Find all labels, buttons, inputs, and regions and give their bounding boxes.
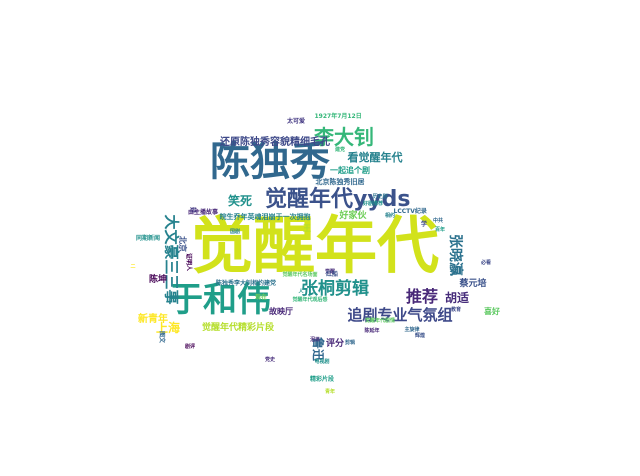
cloud-word: 青年 [325,388,336,395]
cloud-word: 一起追个剧 [330,166,370,175]
cloud-word: 蔡元培 [459,278,487,289]
cloud-word: 现在 [255,294,268,301]
cloud-word: 王 [303,224,311,233]
cloud-word: 喜好 [484,307,500,316]
cloud-word: 剧评 [185,343,196,350]
cloud-word: 精彩片段 [310,376,335,383]
cloud-word: 陈延年 [364,327,380,334]
cloud-word: 故映厅 [269,307,293,316]
cloud-word: 人 [298,288,304,295]
cloud-word: 相约 [385,212,396,219]
cloud-word: 证明人 [185,252,193,272]
cloud-word: 学 [421,221,428,228]
cloud-word: 新青年 [138,314,168,325]
cloud-word: 皖生乔年英魂泪崩于一次拥抱 [219,212,311,221]
cloud-word: 北京 [178,236,187,252]
cloud-word: 评分 [326,338,345,349]
cloud-word: 北京陈独秀旧居 [315,177,365,186]
cloud-word: 上海 [156,321,181,335]
cloud-word: 陈独秀 [210,139,330,185]
cloud-word: 觉醒年代观后感 [292,296,328,303]
cloud-word: 张晓瀛 [447,234,463,276]
cloud-word: 泪目 [310,336,321,343]
cloud-word: 觉醒年代 [191,209,440,282]
cloud-word: 太可爱 [287,118,306,125]
cloud-word: 历史剧 [372,193,388,200]
cloud-word: 主旋律 [404,326,420,333]
cloud-word: 由主播故事 [188,209,219,216]
cloud-word: 二 [130,263,136,270]
cloud-word: 还原陈独秀容貌精细毛孔 [220,137,330,148]
cloud-word: LCCTV纪录 [393,208,427,215]
cloud-word: 李大钊 [314,125,374,149]
cloud-word: 胡适 [445,291,470,305]
cloud-word: 追剧专业气氛组 [347,305,453,324]
cloud-word: 必看 [481,259,492,266]
cloud-word: 笑死 [228,194,253,208]
cloud-word: 延 [189,206,197,214]
cloud-word: 图文 [158,330,166,344]
cloud-word: 剪辑 [345,339,356,346]
cloud-word: 1927年7月12日 [314,113,362,120]
cloud-word: 中共 [433,217,444,224]
cloud-word: 觉醒年代yyds [265,187,411,212]
cloud-word: 觉醒年代剧情 [365,317,396,324]
cloud-word: 同期新闻 [136,235,161,242]
cloud-word: 觉醒年代精彩片段 [202,322,275,333]
cloud-word: 国剧 [230,228,241,235]
cloud-word: 觉醒 [325,268,336,275]
cloud-word: 辉煌 [415,332,426,339]
cloud-word: 陈独秀李大钊相约建党 [216,280,277,287]
cloud-word: 百年 [435,226,446,233]
cloud-word: 觉醒年代名场面 [282,271,318,278]
cloud-word: 建党 [335,146,346,153]
cloud-word: 推荐 [406,287,439,306]
cloud-word: 看觉醒年代 [347,150,403,164]
cloud-word: 教育 [451,306,462,313]
cloud-word: 电视剧 [314,358,330,365]
cloud-word: 大文豪三三事 [162,213,181,305]
cloud-word: 党史 [265,356,276,363]
cloud-word: 张桐剪辑 [301,278,369,299]
cloud-word: 好家伙 [339,210,367,221]
cloud-word: 红船 [326,271,339,278]
cloud-word: 好剧推荐 [363,200,384,207]
cloud-word: 陈坤 [149,274,168,285]
cloud-word: 于和伟 [169,280,271,320]
